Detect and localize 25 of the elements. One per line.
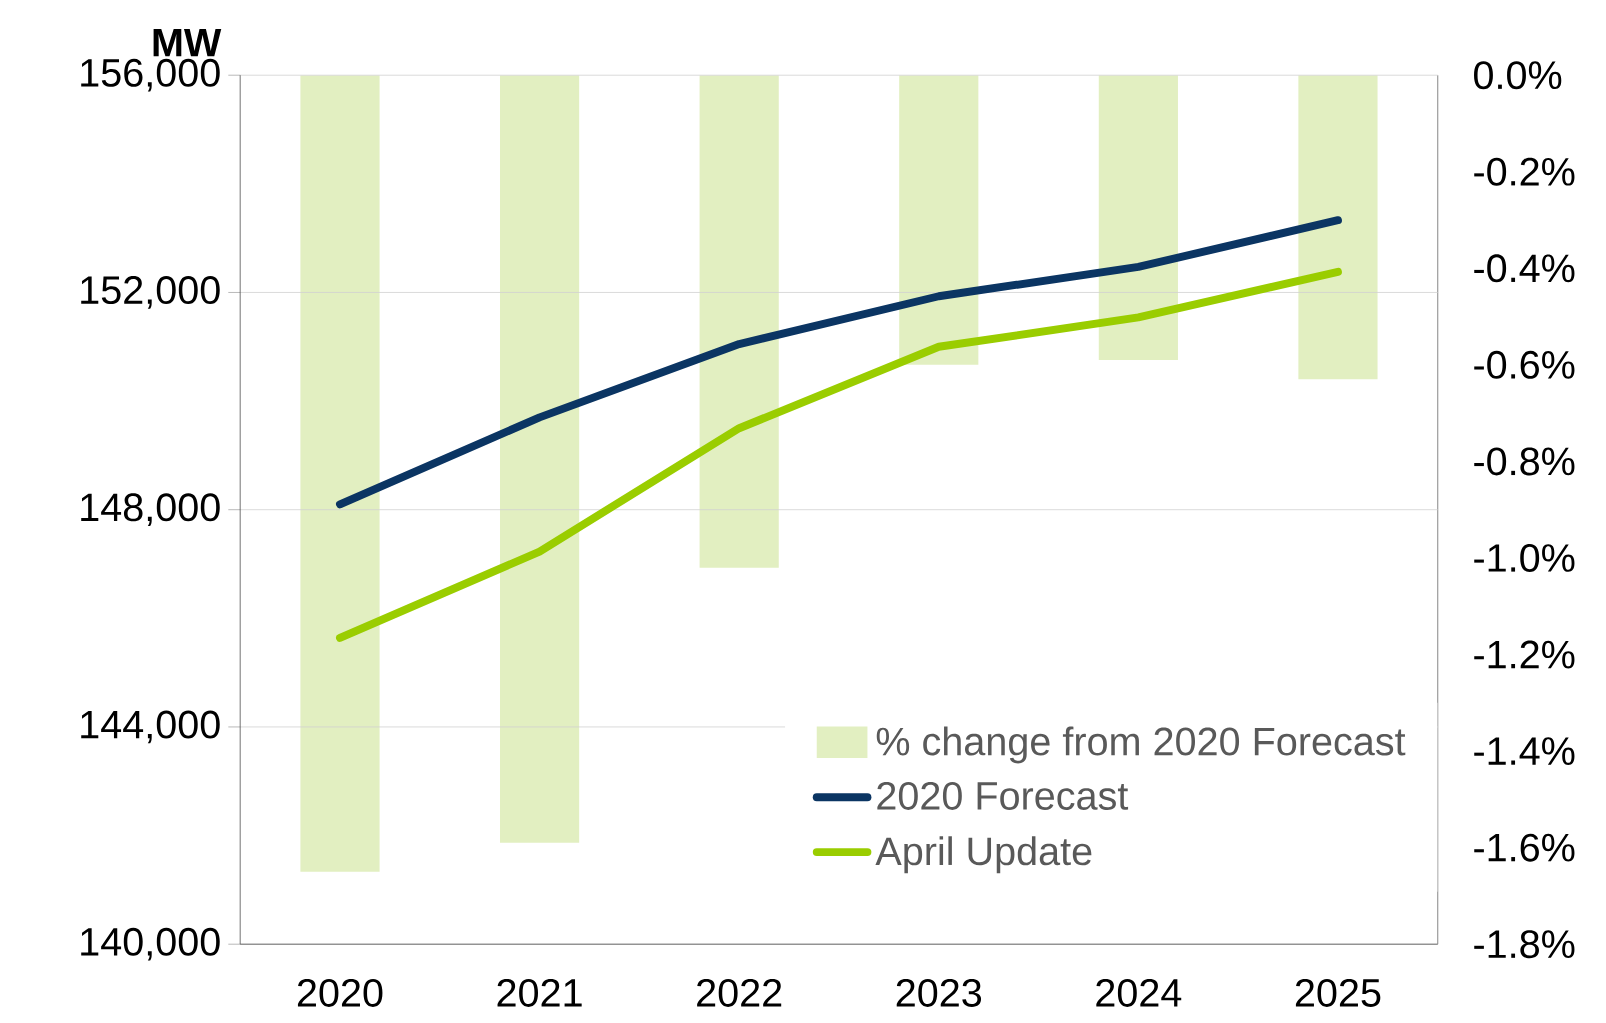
y-axis-title: MW: [153, 28, 222, 57]
y2-tick-label: -0.8%: [1474, 447, 1575, 476]
y-tick-label: 152,000: [81, 275, 220, 309]
y-tick-label: 144,000: [81, 710, 220, 744]
y2-tick-label: -1.6%: [1474, 833, 1575, 862]
legend-label: April Update: [875, 836, 1092, 873]
x-tick-label: 2024: [1096, 978, 1182, 1007]
y2-tick-label: -1.2%: [1474, 640, 1575, 669]
y2-tick-label: -1.0%: [1474, 543, 1575, 572]
y2-tick-label: -0.6%: [1474, 350, 1575, 379]
y2-tick-label: -1.4%: [1474, 737, 1575, 765]
x-tick-label: 2020: [297, 978, 383, 1007]
x-tick-label: 2022: [697, 978, 782, 1007]
x-tick-label: 2025: [1295, 978, 1381, 1007]
y-tick-label: 156,000: [81, 58, 220, 92]
y-tick-label: 140,000: [81, 927, 220, 961]
x-tick-label: 2021: [497, 978, 582, 1007]
legend-label: 2020 Forecast: [877, 781, 1129, 810]
y-tick-label: 148,000: [81, 493, 220, 526]
y2-tick-label: -0.4%: [1474, 254, 1575, 283]
y2-tick-label: -0.2%: [1474, 157, 1575, 186]
x-tick-label: 2023: [896, 978, 982, 1007]
legend-label: % change from 2020 Forecast: [876, 726, 1406, 764]
y2-tick-label: -1.8%: [1474, 930, 1575, 959]
y2-tick-label: 0.0%: [1474, 61, 1562, 90]
